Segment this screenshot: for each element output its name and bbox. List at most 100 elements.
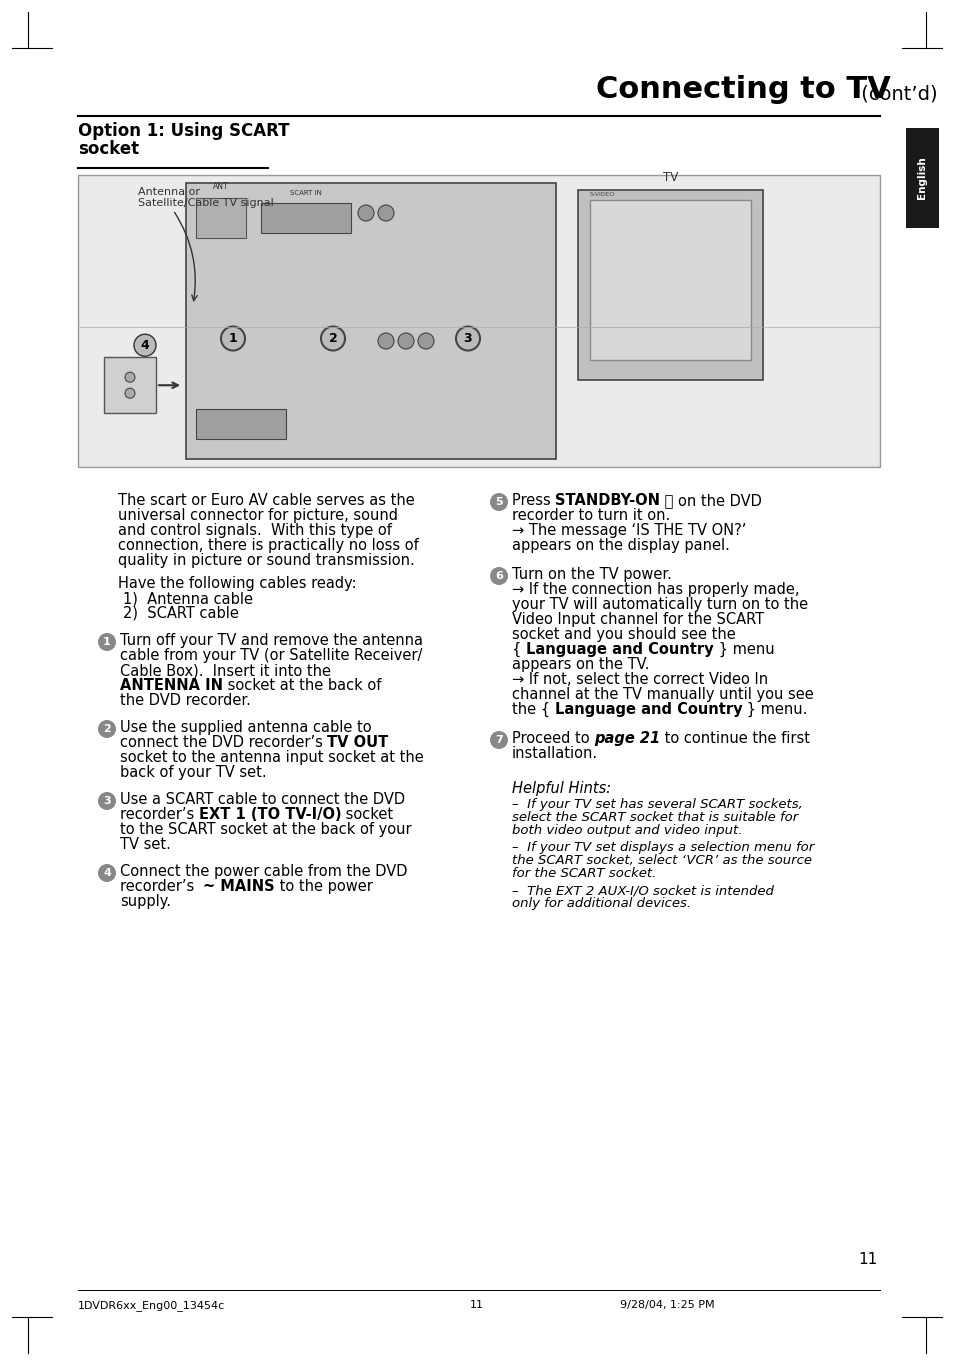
Bar — [78, 175, 879, 467]
Text: Connect the power cable from the DVD: Connect the power cable from the DVD — [120, 864, 407, 879]
Text: ANT: ANT — [213, 182, 229, 191]
Text: Language and Country: Language and Country — [554, 702, 741, 717]
Text: } menu.: } menu. — [741, 702, 807, 717]
Text: TV OUT: TV OUT — [327, 734, 388, 749]
Text: Proceed to: Proceed to — [512, 732, 594, 747]
Circle shape — [377, 333, 394, 349]
Text: socket at the back of: socket at the back of — [223, 678, 381, 693]
Text: Turn off your TV and remove the antenna: Turn off your TV and remove the antenna — [120, 633, 422, 648]
Circle shape — [98, 864, 116, 882]
Circle shape — [456, 326, 479, 351]
Text: recorder’s: recorder’s — [120, 879, 203, 894]
Text: English: English — [917, 157, 926, 199]
Circle shape — [125, 388, 135, 399]
Text: 1DVDR6xx_Eng00_13454c: 1DVDR6xx_Eng00_13454c — [78, 1299, 225, 1310]
Text: 1: 1 — [229, 332, 237, 345]
Text: TV set.: TV set. — [120, 837, 171, 852]
Text: TV: TV — [662, 171, 678, 184]
Text: Antenna or: Antenna or — [138, 187, 200, 197]
Text: STANDBY-ON: STANDBY-ON — [555, 493, 659, 508]
Text: 4: 4 — [140, 339, 150, 352]
Text: 2)  SCART cable: 2) SCART cable — [123, 606, 238, 621]
Text: → If not, select the correct Video In: → If not, select the correct Video In — [512, 672, 767, 687]
Bar — [195, 198, 246, 238]
Text: to continue the first: to continue the first — [659, 732, 809, 747]
Bar — [104, 358, 156, 414]
Text: 6: 6 — [495, 571, 502, 581]
Text: S-VIDEO: S-VIDEO — [589, 192, 615, 197]
Text: connect the DVD recorder’s: connect the DVD recorder’s — [120, 734, 327, 749]
Text: 11: 11 — [858, 1252, 877, 1267]
Text: the {: the { — [512, 702, 554, 717]
Text: (cont’d): (cont’d) — [854, 85, 937, 104]
Text: socket: socket — [341, 807, 394, 822]
Text: } menu: } menu — [713, 642, 774, 657]
Text: ~ MAINS: ~ MAINS — [203, 879, 274, 894]
Text: Connecting to TV: Connecting to TV — [596, 75, 890, 104]
FancyBboxPatch shape — [905, 128, 938, 228]
Text: SCART IN: SCART IN — [290, 190, 321, 197]
Text: universal connector for picture, sound: universal connector for picture, sound — [118, 508, 397, 523]
Text: the SCART socket, select ‘VCR’ as the source: the SCART socket, select ‘VCR’ as the so… — [512, 854, 811, 867]
Text: Cable Box).  Insert it into the: Cable Box). Insert it into the — [120, 663, 331, 678]
Text: socket to the antenna input socket at the: socket to the antenna input socket at th… — [120, 749, 423, 764]
Text: 1: 1 — [103, 637, 111, 647]
Text: → The message ‘IS THE TV ON?’: → The message ‘IS THE TV ON?’ — [512, 523, 745, 538]
Circle shape — [490, 493, 507, 511]
Bar — [186, 183, 556, 459]
Text: Language and Country: Language and Country — [525, 642, 713, 657]
Text: Turn on the TV power.: Turn on the TV power. — [512, 566, 671, 581]
Circle shape — [133, 334, 156, 356]
Text: 7: 7 — [495, 734, 502, 745]
Bar — [578, 190, 762, 379]
Text: connection, there is practically no loss of: connection, there is practically no loss… — [118, 538, 418, 553]
Text: 5: 5 — [495, 497, 502, 506]
Circle shape — [490, 566, 507, 586]
Bar — [261, 203, 351, 233]
Text: to the power: to the power — [274, 879, 373, 894]
Text: to the SCART socket at the back of your: to the SCART socket at the back of your — [120, 822, 411, 837]
Text: page 21: page 21 — [594, 732, 659, 747]
Text: –  If your TV set displays a selection menu for: – If your TV set displays a selection me… — [512, 841, 814, 854]
Text: Use the supplied antenna cable to: Use the supplied antenna cable to — [120, 719, 372, 734]
Text: select the SCART socket that is suitable for: select the SCART socket that is suitable… — [512, 811, 798, 824]
Circle shape — [490, 732, 507, 749]
Text: Use a SCART cable to connect the DVD: Use a SCART cable to connect the DVD — [120, 792, 405, 807]
Text: socket: socket — [78, 141, 139, 158]
Bar — [80, 177, 877, 465]
Text: both video output and video input.: both video output and video input. — [512, 824, 741, 837]
Text: recorder to turn it on.: recorder to turn it on. — [512, 508, 670, 523]
Text: 3: 3 — [463, 332, 472, 345]
Text: and control signals.  With this type of: and control signals. With this type of — [118, 523, 392, 538]
Text: Video Input channel for the SCART: Video Input channel for the SCART — [512, 612, 763, 627]
Text: EXT 1 (TO TV-I/O): EXT 1 (TO TV-I/O) — [198, 807, 341, 822]
Text: 2: 2 — [328, 332, 337, 345]
Text: Option 1: Using SCART: Option 1: Using SCART — [78, 121, 289, 141]
Circle shape — [320, 326, 345, 351]
Circle shape — [397, 333, 414, 349]
Text: 2: 2 — [103, 723, 111, 734]
Text: the DVD recorder.: the DVD recorder. — [120, 693, 251, 708]
Text: 3: 3 — [103, 796, 111, 805]
Text: your TV will automatically turn on to the: your TV will automatically turn on to th… — [512, 597, 807, 612]
Circle shape — [98, 633, 116, 651]
Bar — [195, 410, 286, 440]
Text: –  If your TV set has several SCART sockets,: – If your TV set has several SCART socke… — [512, 799, 802, 811]
Circle shape — [377, 205, 394, 221]
Circle shape — [98, 719, 116, 738]
Bar — [589, 201, 750, 360]
Text: Have the following cables ready:: Have the following cables ready: — [118, 576, 356, 591]
Text: installation.: installation. — [512, 747, 598, 762]
Text: Satellite/Cable TV signal: Satellite/Cable TV signal — [138, 198, 274, 207]
Circle shape — [417, 333, 434, 349]
Text: cable from your TV (or Satellite Receiver/: cable from your TV (or Satellite Receive… — [120, 648, 422, 663]
Text: –  The EXT 2 AUX-I/O socket is intended: – The EXT 2 AUX-I/O socket is intended — [512, 885, 773, 897]
Text: ⏻ on the DVD: ⏻ on the DVD — [659, 493, 761, 508]
Text: quality in picture or sound transmission.: quality in picture or sound transmission… — [118, 553, 415, 568]
Circle shape — [125, 373, 135, 382]
Text: appears on the TV.: appears on the TV. — [512, 657, 649, 672]
Text: 9/28/04, 1:25 PM: 9/28/04, 1:25 PM — [619, 1299, 714, 1310]
Text: ANTENNA IN: ANTENNA IN — [120, 678, 223, 693]
Text: The scart or Euro AV cable serves as the: The scart or Euro AV cable serves as the — [118, 493, 415, 508]
Text: channel at the TV manually until you see: channel at the TV manually until you see — [512, 687, 813, 702]
